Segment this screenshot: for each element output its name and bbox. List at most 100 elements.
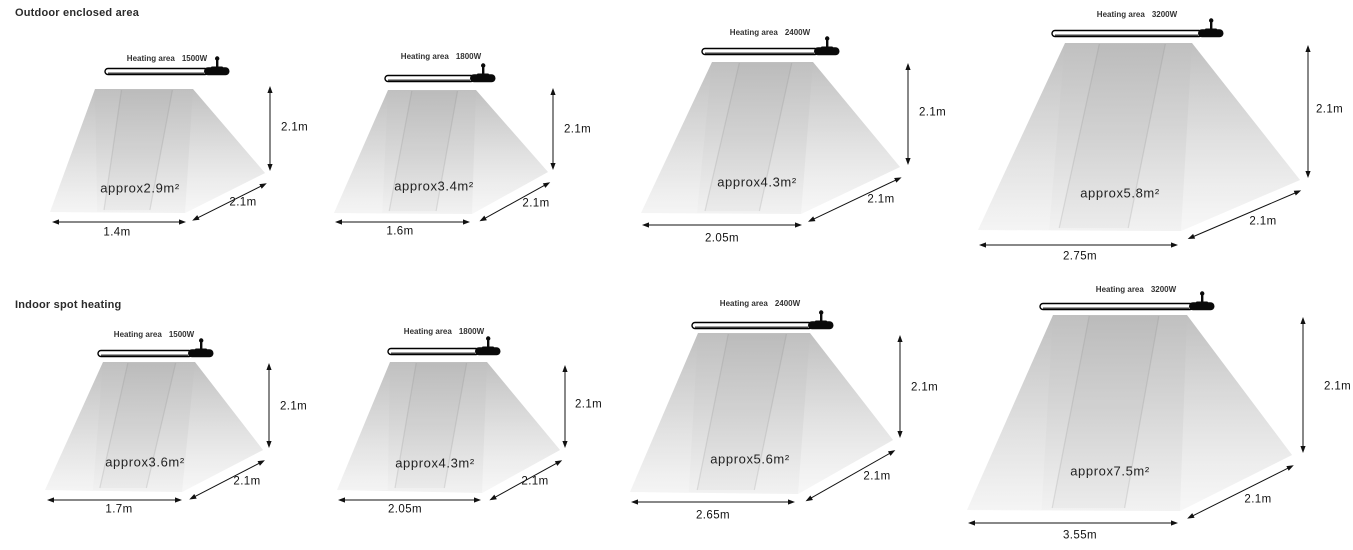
heater-label: Heating area 2400W [720, 300, 800, 308]
heating-panel [641, 36, 911, 228]
area-label: approx3.6m² [105, 454, 185, 470]
heat-spread-left-facet [978, 43, 1065, 230]
heating-panel [967, 291, 1306, 526]
depth-dimension-arrow [807, 177, 902, 222]
heater-mount-bracket [477, 63, 489, 77]
height-dimension-arrow [897, 335, 903, 438]
depth-dimension-arrow [1187, 465, 1294, 519]
width-dimension-label: 2.75m [1063, 250, 1097, 263]
width-dimension-label: 3.55m [1063, 529, 1097, 542]
heater-label: Heating area 2400W [730, 29, 810, 37]
width-dimension-label: 2.65m [696, 509, 730, 522]
heater-power-label: 1800W [458, 327, 485, 336]
width-dimension-label: 1.7m [105, 503, 133, 516]
area-label: approx3.4m² [394, 178, 474, 194]
height-dimension-label: 2.1m [564, 123, 592, 136]
height-dimension-arrow [562, 365, 568, 448]
heater-end-cap [1189, 302, 1215, 311]
heater-label-text: Heating area [126, 54, 175, 63]
height-dimension-arrow [266, 363, 272, 448]
area-label: approx4.3m² [717, 174, 797, 190]
heater-bar [701, 36, 840, 56]
width-dimension-arrow [642, 222, 802, 228]
height-dimension-arrow [550, 88, 556, 170]
depth-dimension-label: 2.1m [1249, 215, 1277, 228]
height-dimension-label: 2.1m [911, 381, 939, 394]
depth-dimension-arrow [189, 460, 265, 500]
depth-dimension-arrow [192, 183, 267, 221]
area-label: approx4.3m² [395, 455, 475, 471]
width-dimension-arrow [631, 499, 795, 505]
heater-mount-bracket [815, 310, 827, 324]
depth-dimension-label: 2.1m [522, 197, 550, 210]
heater-power-label: 2400W [774, 299, 801, 308]
heat-spread-left-facet [334, 90, 388, 213]
heater-label: Heating area 1500W [114, 331, 194, 339]
heat-spread-right-facet [1180, 315, 1292, 511]
height-dimension-label: 2.1m [1324, 380, 1352, 393]
heater-label-text: Heating area [403, 327, 452, 336]
width-dimension-arrow [968, 520, 1178, 526]
height-dimension-arrow [267, 86, 273, 171]
heater-bar [691, 310, 834, 330]
heater-mount-bracket [1196, 291, 1208, 305]
heat-spread-left-facet [337, 362, 390, 490]
heater-mount-bracket [1205, 18, 1217, 32]
section-title: Indoor spot heating [15, 299, 122, 311]
depth-dimension-label: 2.1m [233, 475, 261, 488]
heater-label-text: Heating area [729, 28, 778, 37]
heat-spread-left-facet [967, 315, 1053, 510]
width-dimension-label: 2.05m [388, 503, 422, 516]
heat-spread-right-facet [801, 62, 900, 214]
height-dimension-arrow [1305, 45, 1311, 178]
height-dimension-label: 2.1m [575, 398, 603, 411]
height-dimension-arrow [905, 63, 911, 165]
height-dimension-label: 2.1m [919, 106, 947, 119]
area-label: approx5.6m² [710, 451, 790, 467]
heater-end-cap [475, 347, 501, 356]
heating-panel [337, 336, 568, 503]
depth-dimension-arrow [1187, 190, 1302, 240]
heat-spread-right-facet [1181, 43, 1300, 231]
heat-spread-left-facet [630, 333, 698, 492]
heating-panel [45, 338, 272, 503]
depth-dimension-label: 2.1m [521, 475, 549, 488]
heat-spread-right-facet [482, 362, 560, 493]
heater-mount-bracket [195, 338, 207, 352]
depth-dimension-label: 2.1m [863, 470, 891, 483]
heater-power-label: 3200W [1151, 10, 1178, 19]
width-dimension-arrow [335, 219, 470, 225]
width-dimension-arrow [979, 242, 1178, 248]
heater-bar [104, 56, 230, 76]
heating-panel [334, 63, 556, 225]
heater-end-cap [204, 67, 230, 76]
heater-power-label: 2400W [784, 28, 811, 37]
width-dimension-arrow [47, 497, 182, 503]
depth-dimension-arrow [489, 460, 563, 501]
heater-mount-bracket [821, 36, 833, 50]
heater-label-text: Heating area [1096, 10, 1145, 19]
depth-dimension-label: 2.1m [867, 193, 895, 206]
width-dimension-label: 2.05m [705, 232, 739, 245]
heater-bar [387, 336, 501, 356]
depth-dimension-arrow [805, 450, 896, 502]
section-title: Outdoor enclosed area [15, 7, 140, 19]
heater-label: Heating area 1800W [401, 53, 481, 61]
heater-bar [384, 63, 496, 83]
heat-spread-left-facet [50, 89, 98, 212]
area-label: approx2.9m² [100, 180, 180, 196]
height-dimension-label: 2.1m [281, 121, 309, 134]
area-label: approx7.5m² [1070, 463, 1150, 479]
heater-label: Heating area 1500W [127, 55, 207, 63]
depth-dimension-label: 2.1m [229, 196, 257, 209]
heating-panel [50, 56, 273, 225]
height-dimension-label: 2.1m [1316, 103, 1344, 116]
heater-bar [1051, 18, 1224, 38]
heater-end-cap [814, 47, 840, 56]
heater-power-label: 1500W [181, 54, 208, 63]
height-dimension-arrow [1300, 317, 1306, 453]
heater-power-label: 1500W [168, 330, 195, 339]
heater-label-text: Heating area [400, 52, 449, 61]
heat-spread-right-facet [185, 89, 265, 213]
